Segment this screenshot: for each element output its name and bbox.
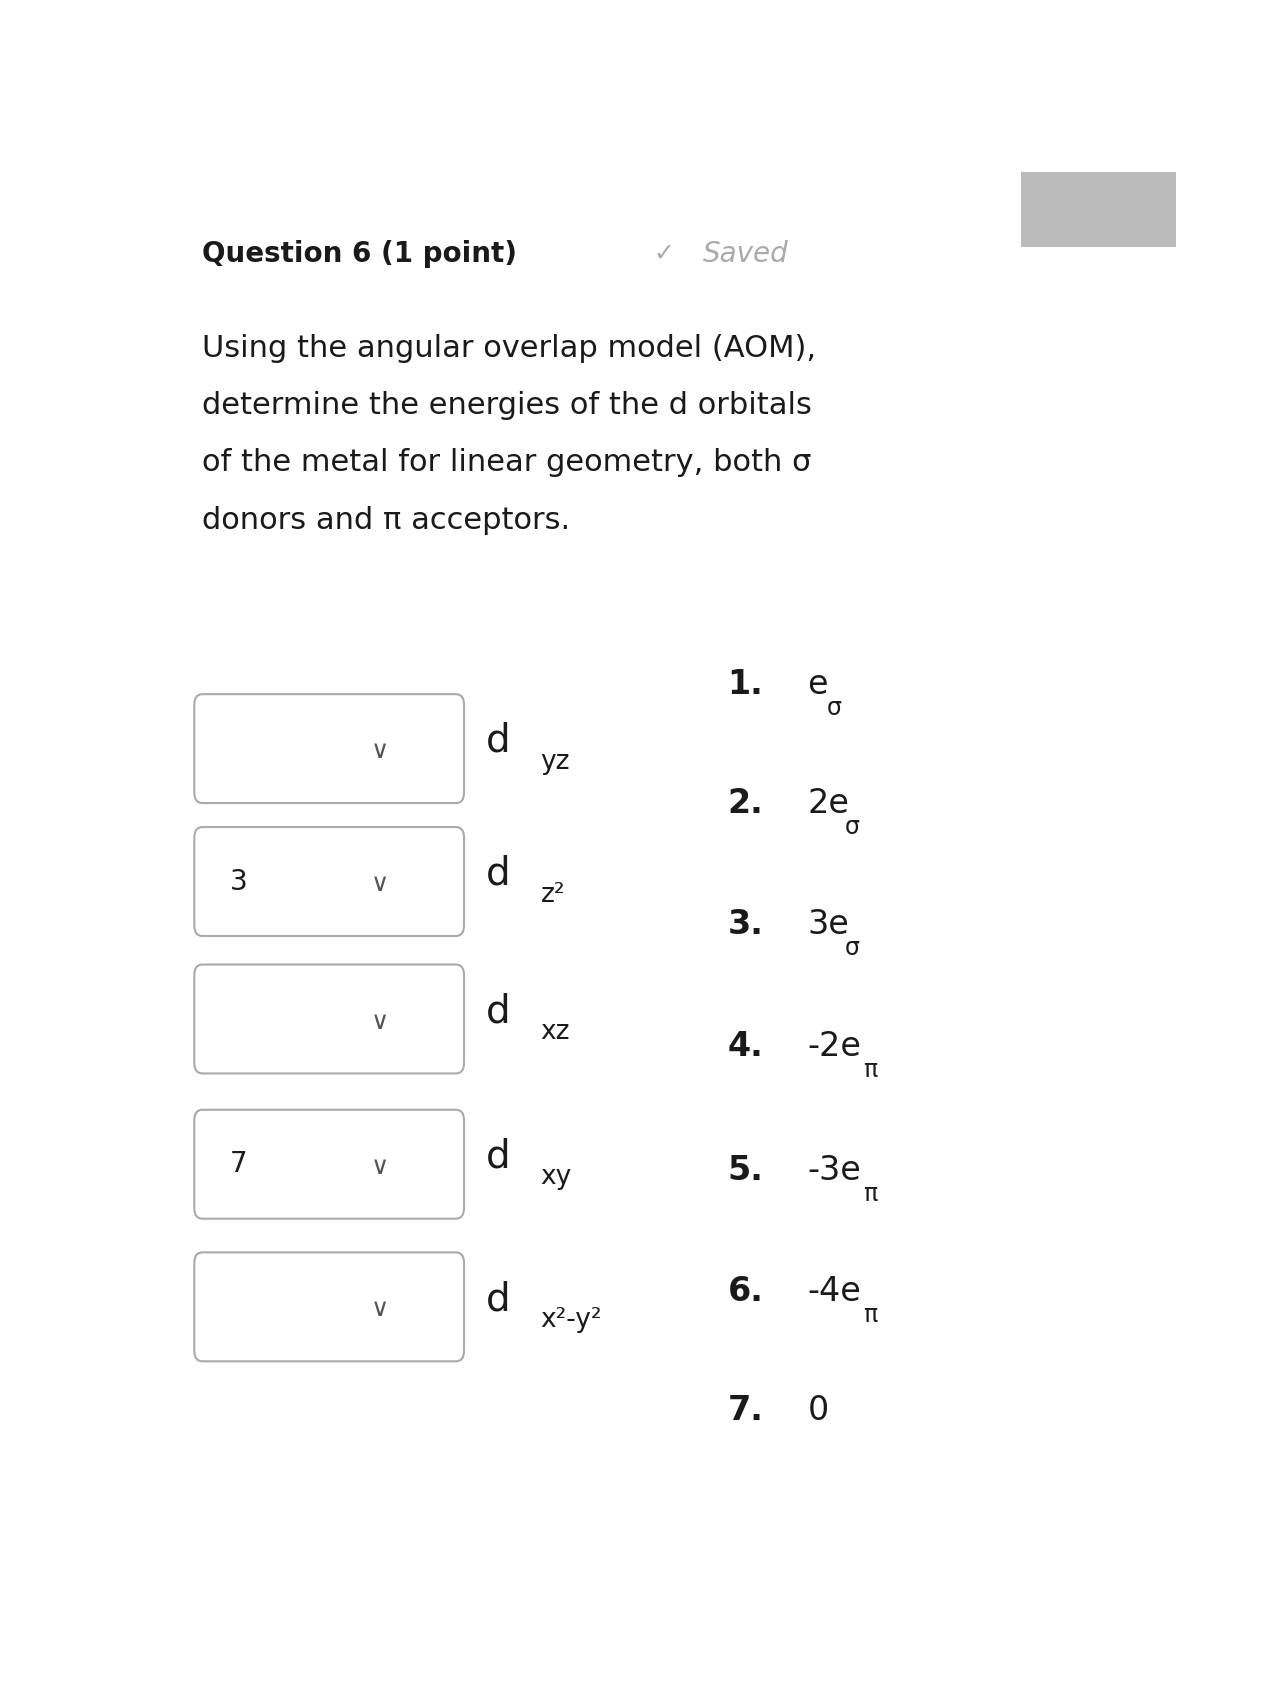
Text: xz: xz — [541, 1019, 570, 1046]
Text: 2e: 2e — [808, 786, 849, 820]
FancyBboxPatch shape — [194, 1110, 464, 1219]
Text: 3.: 3. — [728, 908, 764, 941]
Text: ∨: ∨ — [371, 1297, 389, 1322]
Text: ✓: ✓ — [654, 242, 674, 266]
Text: d: d — [485, 855, 511, 893]
Text: σ: σ — [845, 936, 860, 960]
Text: -4e: -4e — [808, 1275, 862, 1308]
Text: 4.: 4. — [728, 1029, 764, 1063]
FancyBboxPatch shape — [194, 694, 464, 803]
Text: ∨: ∨ — [371, 872, 389, 896]
Text: σ: σ — [827, 695, 842, 719]
Text: -2e: -2e — [808, 1029, 862, 1063]
FancyBboxPatch shape — [1021, 172, 1176, 248]
Text: ∨: ∨ — [371, 1010, 389, 1034]
Text: ∨: ∨ — [371, 1155, 389, 1179]
Text: ∨: ∨ — [371, 739, 389, 763]
Text: d: d — [485, 722, 511, 759]
Text: e: e — [808, 669, 828, 701]
Text: 5.: 5. — [728, 1154, 764, 1187]
Text: 3: 3 — [230, 867, 248, 896]
Text: Saved: Saved — [702, 239, 788, 268]
Text: π: π — [863, 1058, 877, 1081]
Text: π: π — [863, 1303, 877, 1327]
FancyBboxPatch shape — [194, 965, 464, 1073]
Text: 7.: 7. — [728, 1394, 764, 1426]
Text: xy: xy — [541, 1164, 571, 1191]
FancyBboxPatch shape — [194, 827, 464, 936]
Text: d: d — [485, 1137, 511, 1175]
Text: 1.: 1. — [728, 669, 764, 701]
Text: 0: 0 — [808, 1394, 828, 1426]
Text: Using the angular overlap model (AOM),: Using the angular overlap model (AOM), — [203, 335, 817, 364]
Text: of the metal for linear geometry, both σ: of the metal for linear geometry, both σ — [203, 448, 811, 478]
Text: z²: z² — [541, 881, 565, 908]
FancyBboxPatch shape — [194, 1253, 464, 1361]
Text: 6.: 6. — [728, 1275, 764, 1308]
Text: π: π — [863, 1182, 877, 1206]
Text: x²-y²: x²-y² — [541, 1307, 602, 1332]
Text: σ: σ — [845, 815, 860, 839]
Text: determine the energies of the d orbitals: determine the energies of the d orbitals — [203, 391, 813, 421]
Text: donors and π acceptors.: donors and π acceptors. — [203, 505, 570, 534]
Text: 7: 7 — [230, 1150, 248, 1179]
Text: yz: yz — [541, 749, 570, 775]
Text: -3e: -3e — [808, 1154, 862, 1187]
Text: 2.: 2. — [728, 786, 764, 820]
Text: d: d — [485, 992, 511, 1031]
Text: 3e: 3e — [808, 908, 849, 941]
Text: Question 6 (1 point): Question 6 (1 point) — [203, 239, 517, 268]
Text: d: d — [485, 1280, 511, 1319]
